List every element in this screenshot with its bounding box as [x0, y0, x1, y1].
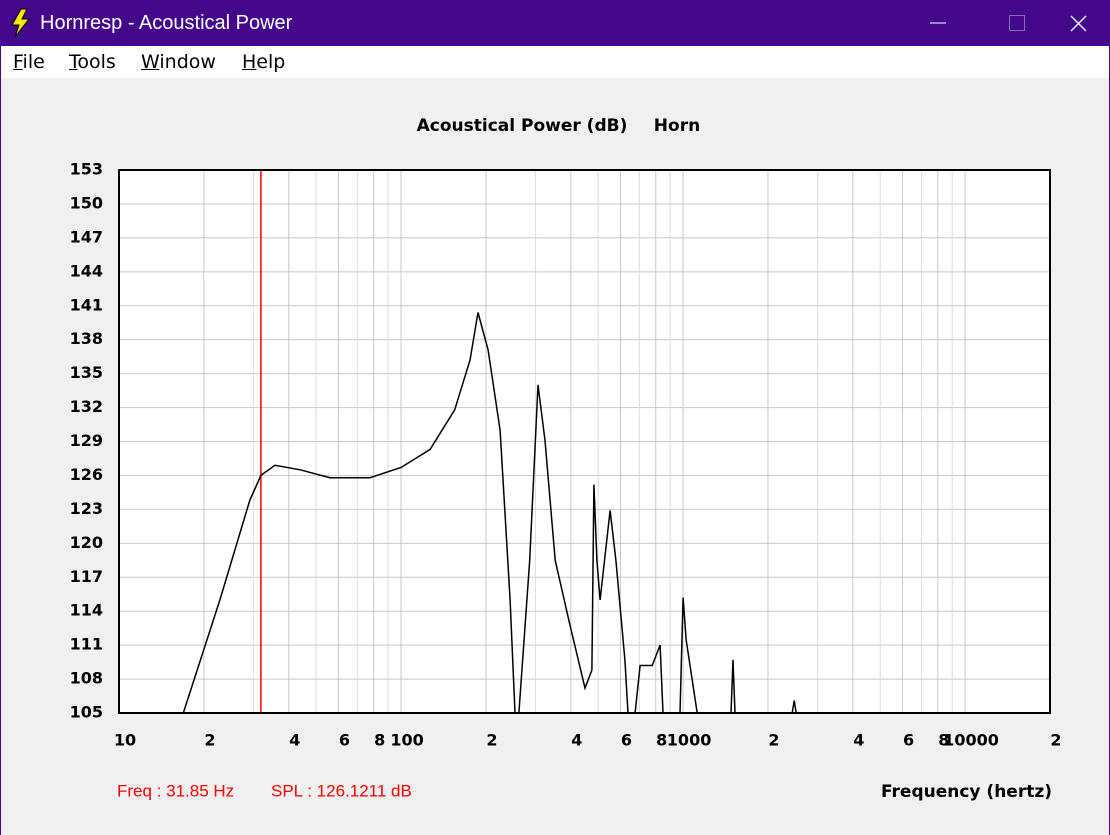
title-bar: Hornresp - Acoustical Power [0, 0, 1110, 46]
x-tick-label: 10000 [943, 731, 999, 750]
plot-border [118, 169, 1051, 714]
menu-item[interactable]: File [13, 51, 45, 73]
x-tick-label: 6 [339, 731, 350, 750]
x-tick-label: 6 [621, 731, 632, 750]
y-tick-label: 144 [70, 261, 103, 280]
close-button[interactable] [1070, 15, 1087, 32]
y-tick-label: 123 [70, 499, 103, 518]
y-tick-label: 153 [70, 160, 103, 179]
menu-item[interactable]: Window [141, 51, 216, 73]
y-tick-label: 135 [70, 363, 103, 382]
app-icon [11, 8, 31, 38]
window-controls[interactable] [910, 0, 1110, 46]
x-tick-label: 8 [938, 731, 949, 750]
x-tick-label: 2 [768, 731, 779, 750]
x-tick-label: 4 [571, 731, 582, 750]
x-axis-label: Frequency (hertz) [881, 782, 1052, 802]
x-tick-label: 10 [114, 731, 136, 750]
response-line [182, 312, 797, 713]
x-tick-label: 4 [289, 731, 300, 750]
x-tick-label: 2 [204, 731, 215, 750]
y-tick-label: 120 [70, 533, 103, 552]
menu-item[interactable]: Help [242, 51, 286, 73]
chart-subtitle: Horn [654, 116, 700, 136]
y-tick-label: 117 [70, 567, 103, 586]
chart-title: Acoustical Power (dB) [417, 116, 628, 136]
y-tick-label: 147 [70, 227, 103, 246]
y-tick-label: 108 [70, 669, 103, 688]
x-tick-label: 2 [1050, 731, 1061, 750]
y-tick-label: 150 [70, 193, 103, 212]
y-tick-label: 114 [70, 601, 103, 620]
y-tick-label: 111 [70, 635, 103, 654]
x-tick-label: 8 [374, 731, 385, 750]
x-tick-label: 2 [486, 731, 497, 750]
window-title: Hornresp - Acoustical Power [40, 12, 293, 34]
maximize-button[interactable] [1009, 15, 1025, 31]
y-tick-label: 105 [70, 703, 103, 722]
y-tick-label: 141 [70, 295, 103, 314]
cursor-spl: SPL : 126.1211 dB [271, 781, 412, 800]
x-tick-label: 4 [853, 731, 864, 750]
x-tick-label: 6 [903, 731, 914, 750]
x-tick-label: 1000 [667, 731, 712, 750]
y-tick-label: 138 [70, 329, 103, 348]
menu-item[interactable]: Tools [69, 51, 116, 73]
y-tick-label: 132 [70, 397, 103, 416]
cursor-freq: Freq : 31.85 Hz [117, 781, 234, 800]
menu-bar: File Tools Window Help [1, 46, 1109, 78]
x-tick-label: 8 [656, 731, 667, 750]
x-tick-label: 100 [390, 731, 423, 750]
y-tick-label: 129 [70, 431, 103, 450]
y-tick-label: 126 [70, 465, 103, 484]
